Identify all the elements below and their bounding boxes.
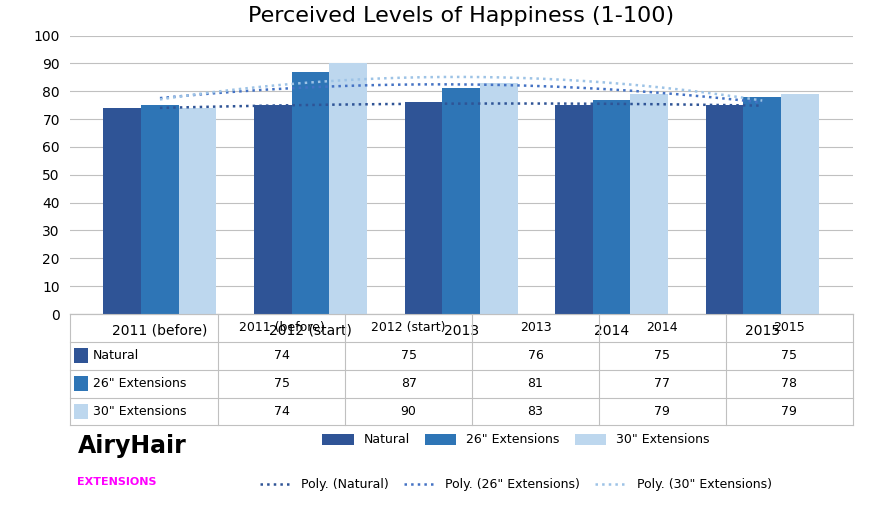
Text: 87: 87 xyxy=(401,377,416,390)
Bar xyxy=(780,94,818,314)
Text: 30" Extensions: 30" Extensions xyxy=(93,405,186,418)
Bar xyxy=(554,105,592,314)
Text: 83: 83 xyxy=(527,405,543,418)
Text: 81: 81 xyxy=(527,377,543,390)
Text: 76: 76 xyxy=(527,350,543,362)
Text: 75: 75 xyxy=(653,350,669,362)
Bar xyxy=(291,72,329,314)
Bar xyxy=(630,94,667,314)
Text: 79: 79 xyxy=(653,405,669,418)
Bar xyxy=(178,108,216,314)
Bar xyxy=(74,376,88,391)
Bar xyxy=(141,105,178,314)
Text: 74: 74 xyxy=(274,405,289,418)
Bar xyxy=(705,105,743,314)
Text: 26" Extensions: 26" Extensions xyxy=(93,377,186,390)
Text: 74: 74 xyxy=(274,350,289,362)
Bar xyxy=(743,97,780,314)
Text: 2012 (start): 2012 (start) xyxy=(371,322,446,334)
Text: 2014: 2014 xyxy=(646,322,677,334)
Text: 75: 75 xyxy=(274,377,289,390)
Bar xyxy=(254,105,291,314)
Title: Perceived Levels of Happiness (1-100): Perceived Levels of Happiness (1-100) xyxy=(248,6,673,26)
Text: 75: 75 xyxy=(780,350,796,362)
Bar xyxy=(592,100,630,314)
Text: 2015: 2015 xyxy=(773,322,804,334)
Text: 90: 90 xyxy=(401,405,416,418)
Text: AiryHair: AiryHair xyxy=(77,434,186,458)
Bar xyxy=(103,108,141,314)
Text: 2011 (before): 2011 (before) xyxy=(239,322,324,334)
Bar xyxy=(480,83,517,314)
Bar xyxy=(74,404,88,419)
Text: 78: 78 xyxy=(780,377,796,390)
Text: Natural: Natural xyxy=(93,350,139,362)
Bar xyxy=(441,88,480,314)
Bar xyxy=(329,64,367,314)
Legend: Poly. (Natural), Poly. (26" Extensions), Poly. (30" Extensions): Poly. (Natural), Poly. (26" Extensions),… xyxy=(255,473,776,496)
Text: 2013: 2013 xyxy=(519,322,551,334)
Bar xyxy=(74,348,88,363)
Bar xyxy=(404,103,441,314)
Text: 77: 77 xyxy=(653,377,669,390)
Text: EXTENSIONS: EXTENSIONS xyxy=(77,477,156,487)
Text: 79: 79 xyxy=(780,405,796,418)
Text: 75: 75 xyxy=(401,350,416,362)
